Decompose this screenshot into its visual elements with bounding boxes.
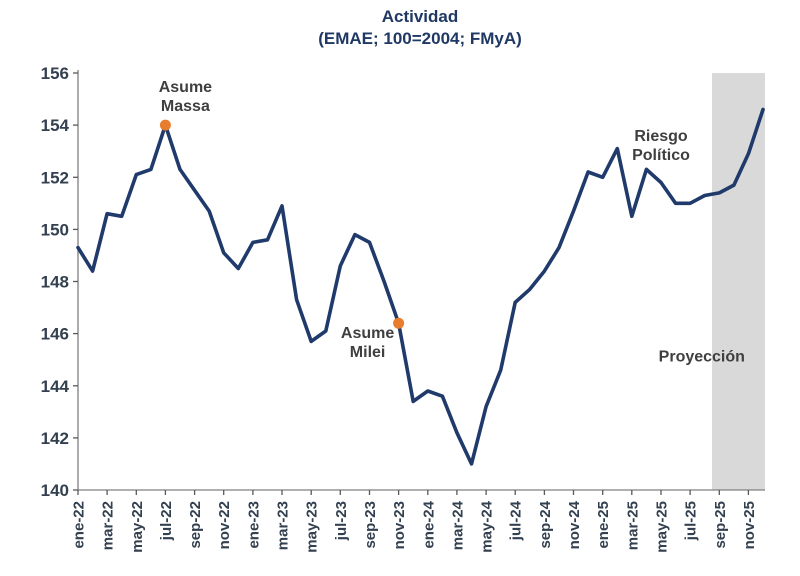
y-tick-label: 148 [41, 273, 69, 292]
x-tick-label: ene-25 [595, 501, 612, 549]
y-tick-label: 140 [41, 481, 69, 500]
x-tick-label: may-25 [654, 501, 671, 553]
y-tick-label: 150 [41, 220, 69, 239]
x-tick-label: ene-23 [245, 501, 262, 549]
chart-subtitle: (EMAE; 100=2004; FMyA) [318, 29, 522, 48]
activity-line [76, 107, 765, 466]
x-tick-label: nov-25 [741, 501, 758, 549]
projection-band [712, 73, 765, 490]
x-tick-label: nov-22 [216, 501, 233, 549]
x-tick-label: jul-24 [508, 500, 525, 541]
x-tick-label: jul-22 [158, 501, 175, 541]
x-tick-label: mar-24 [449, 500, 466, 550]
x-tick-label: mar-23 [275, 501, 292, 550]
x-tick-label: sep-24 [537, 500, 554, 548]
x-tick-label: ene-22 [71, 501, 88, 549]
x-tick-label: mar-22 [100, 501, 117, 550]
y-tick-label: 152 [41, 168, 69, 187]
proyeccion-label: Proyección [658, 348, 745, 366]
x-tick-label: may-22 [129, 501, 146, 553]
chart-title-block: Actividad (EMAE; 100=2004; FMyA) [318, 6, 522, 50]
y-tick-label: 146 [41, 325, 69, 344]
y-tick-label: 142 [41, 429, 69, 448]
x-tick-label: nov-24 [566, 500, 583, 549]
asume-milei-label: Asume Milei [340, 325, 395, 362]
x-tick-label: nov-23 [391, 501, 408, 549]
x-tick-label: jul-25 [683, 501, 700, 541]
y-tick-label: 154 [41, 116, 70, 135]
y-tick-label: 156 [41, 64, 69, 83]
x-tick-label: sep-22 [187, 501, 204, 549]
x-tick-label: may-24 [479, 500, 496, 552]
x-tick-label: sep-25 [712, 501, 729, 549]
asume-massa-dot [159, 119, 171, 131]
asume-milei-dot [393, 317, 405, 329]
x-tick-label: jul-23 [333, 501, 350, 541]
chart-title: Actividad [381, 7, 459, 26]
asume-massa-label: Asume Massa [158, 79, 213, 116]
x-tick-label: sep-23 [362, 501, 379, 549]
x-tick-label: may-23 [304, 501, 321, 553]
x-tick-label: ene-24 [420, 500, 437, 548]
y-tick-label: 144 [41, 377, 70, 396]
x-tick-label: mar-25 [624, 501, 641, 550]
riesgo-politico-label: Riesgo Político [632, 128, 690, 164]
